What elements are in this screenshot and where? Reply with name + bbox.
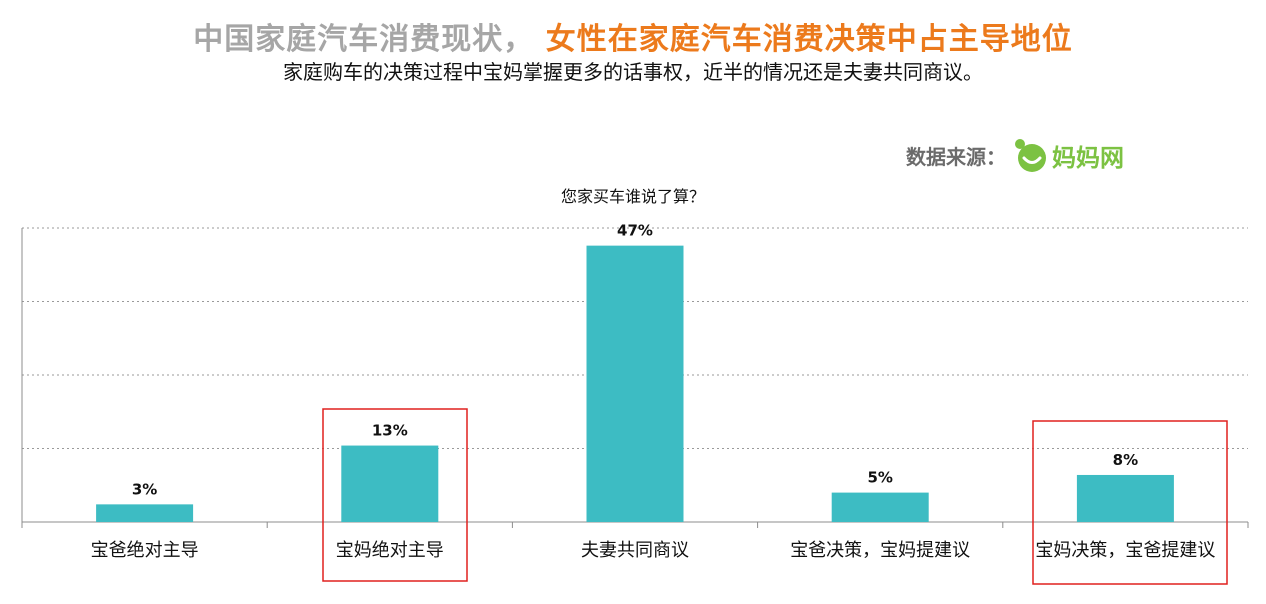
x-tick-label: 宝爸绝对主导 <box>91 540 199 561</box>
data-label: 13% <box>372 422 408 440</box>
headline-part1: 中国家庭汽车消费现状， <box>193 22 535 57</box>
brand-name: 妈妈网 <box>1052 143 1124 172</box>
highlight-box <box>1032 420 1228 585</box>
brand-logo: 妈妈网 <box>1012 136 1124 174</box>
data-label: 5% <box>867 469 892 487</box>
source-label: 数据来源： <box>906 144 1006 169</box>
bar <box>341 445 439 522</box>
subtitle: 家庭购车的决策过程中宝妈掌握更多的话事权，近半的情况还是夫妻共同商议。 <box>283 60 983 84</box>
x-tick-label: 夫妻共同商议 <box>581 540 689 561</box>
bar <box>831 492 929 522</box>
data-label: 47% <box>617 222 653 240</box>
mamawang-logo-icon <box>1015 139 1046 172</box>
bar <box>96 504 194 522</box>
headline-part2: 女性在家庭汽车消费决策中占主导地位 <box>545 22 1073 57</box>
x-tick-label: 宝妈决策，宝爸提建议 <box>1035 540 1215 561</box>
data-label: 3% <box>132 480 157 498</box>
data-source: 数据来源： 妈妈网 <box>906 135 1124 175</box>
highlight-box <box>322 408 468 582</box>
x-tick-label: 宝爸决策，宝妈提建议 <box>790 540 970 561</box>
headline: 中国家庭汽车消费现状， 女性在家庭汽车消费决策中占主导地位 <box>0 14 1266 58</box>
bar <box>586 245 684 522</box>
bar <box>1076 474 1174 522</box>
data-label: 8% <box>1113 451 1138 469</box>
x-tick-label: 宝妈绝对主导 <box>336 540 444 561</box>
chart-title: 您家买车谁说了算？ <box>560 187 705 206</box>
